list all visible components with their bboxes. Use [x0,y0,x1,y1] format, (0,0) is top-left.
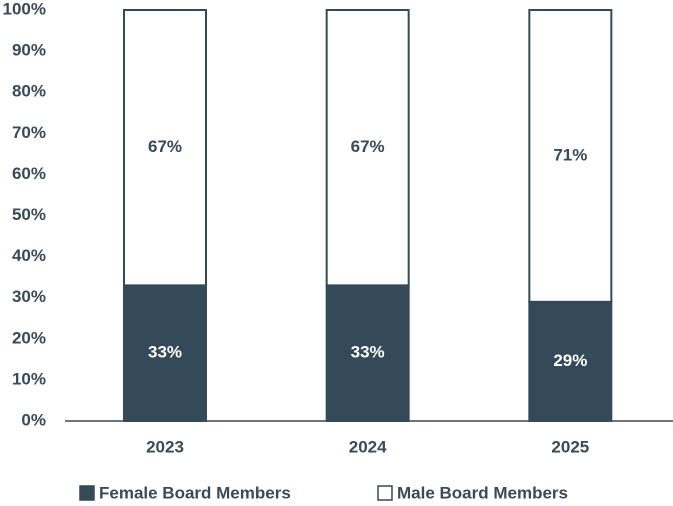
y-tick-label: 90% [12,41,46,60]
legend-label: Male Board Members [397,483,568,502]
x-tick-label: 2024 [349,437,387,456]
legend-swatch [377,485,393,501]
y-tick-label: 80% [12,82,46,101]
bar-segment [123,9,207,287]
bar-segment [325,9,410,287]
legend-swatch [79,485,95,501]
bar-segment [528,9,613,303]
y-tick-label: 30% [12,287,46,306]
x-tick-label: 2023 [146,437,184,456]
data-label: 29% [553,351,587,370]
data-label: 33% [351,343,385,362]
bar-segment [123,284,207,422]
legend-label: Female Board Members [99,483,291,502]
y-tick-label: 70% [12,123,46,142]
data-label: 33% [148,343,182,362]
y-tick-label: 60% [12,164,46,183]
y-tick-label: 20% [12,328,46,347]
y-tick-label: 0% [21,410,46,429]
data-label: 71% [553,145,587,164]
y-tick-label: 50% [12,205,46,224]
x-tick-label: 2025 [551,437,589,456]
y-tick-label: 40% [12,246,46,265]
y-tick-label: 100% [3,0,46,18]
data-label: 67% [148,137,182,156]
y-tick-label: 10% [12,369,46,388]
data-label: 67% [351,137,385,156]
